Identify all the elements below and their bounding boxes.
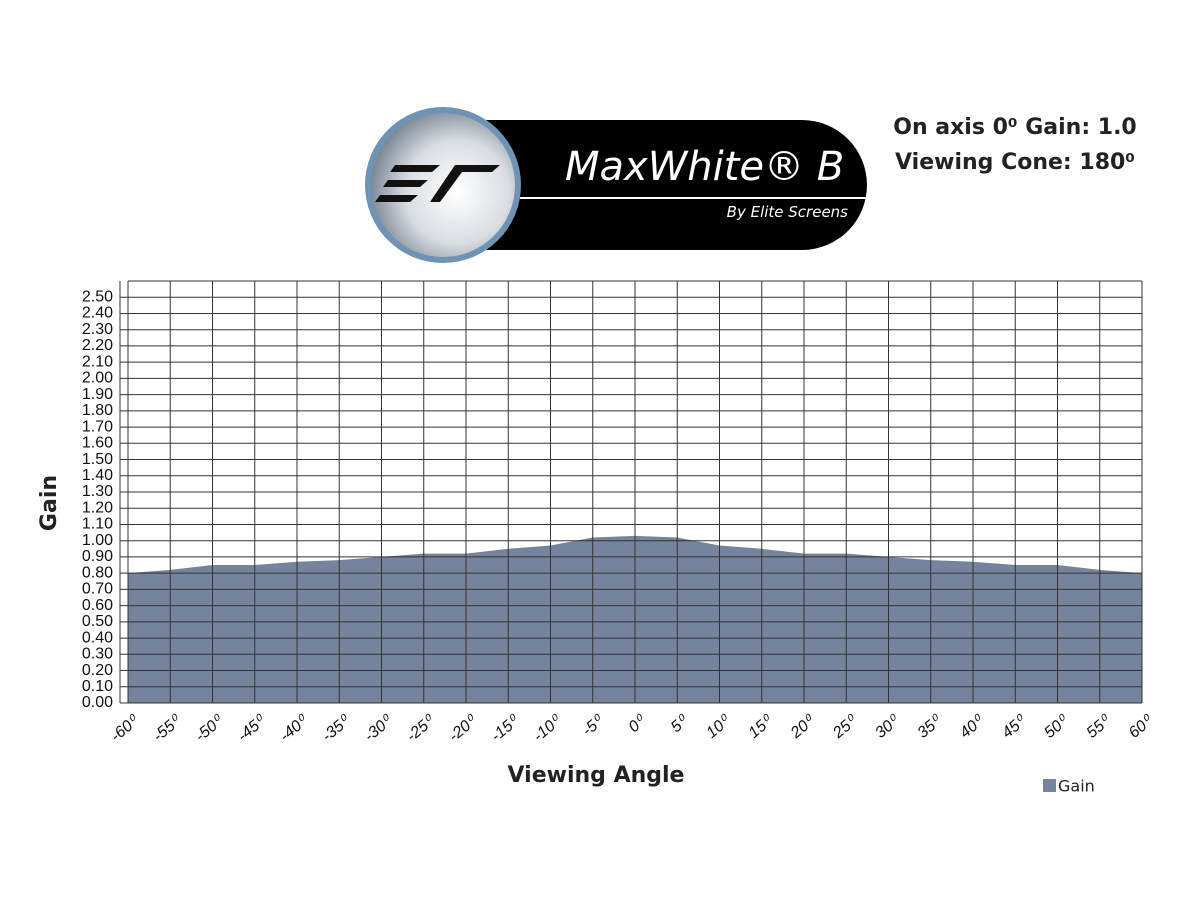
x-tick-label: 35⁰ [915,712,946,742]
y-tick-label: 1.80 [82,402,113,419]
y-tick-label: 0.40 [82,629,113,646]
y-tick-label: 2.50 [82,288,113,305]
x-tick-label: -15⁰ [488,712,524,746]
x-tick-label: 5⁰ [668,712,693,737]
x-tick-label: 60⁰ [1126,712,1157,742]
legend-swatch [1043,779,1056,792]
x-tick-label: 10⁰ [703,712,734,742]
annotation: On axis 0⁰ Gain: 1.0 [893,115,1137,140]
y-tick-label: 1.70 [82,418,113,435]
x-tick-label: -35⁰ [319,712,355,746]
x-tick-label: 55⁰ [1084,712,1115,742]
x-tick-label: -60⁰ [108,712,144,746]
y-tick-label: 1.20 [82,499,113,516]
y-tick-label: 0.80 [82,564,113,581]
x-tick-label: -45⁰ [234,712,270,746]
logo: MaxWhite® B By Elite Screens [365,107,867,263]
x-tick-label: 0⁰ [626,712,651,737]
y-tick-label: 1.30 [82,483,113,500]
y-tick-label: 0.70 [82,581,113,598]
y-tick-label: 1.60 [82,435,113,452]
y-tick-label: 2.10 [82,353,113,370]
x-tick-label: 40⁰ [957,712,988,742]
y-tick-label: 0.60 [82,597,113,614]
x-tick-label: -50⁰ [192,712,228,746]
logo-title: MaxWhite® B [565,144,844,190]
x-tick-label: 45⁰ [999,712,1030,742]
x-tick-label: 25⁰ [829,712,861,743]
x-tick-label: 30⁰ [872,712,903,742]
y-tick-label: 2.20 [82,337,113,354]
x-tick-label: 20⁰ [787,712,819,743]
logo-banner [440,120,867,250]
y-tick-label: 2.40 [82,305,113,322]
y-tick-label: 2.30 [82,321,113,338]
x-tick-label: 50⁰ [1041,712,1072,742]
y-axis-title: Gain [37,475,62,531]
x-tick-label: -40⁰ [277,712,313,746]
y-tick-label: 1.50 [82,451,113,468]
y-tick-label: 1.90 [82,386,113,403]
x-axis-title: Viewing Angle [508,763,685,788]
y-tick-label: 1.40 [82,467,113,484]
y-tick-label: 0.90 [82,548,113,565]
x-tick-label: 15⁰ [746,712,777,742]
y-tick-label: 1.00 [82,532,113,549]
x-tick-label: -30⁰ [361,712,397,746]
annotation: Viewing Cone: 180⁰ [895,150,1135,175]
x-tick-label: -55⁰ [150,712,186,746]
y-tick-label: 0.30 [82,646,113,663]
y-tick-label: 0.00 [82,694,113,711]
logo-subtitle: By Elite Screens [727,203,849,221]
x-tick-label: -25⁰ [403,712,439,746]
legend-label: Gain [1058,777,1095,796]
x-tick-label: -20⁰ [446,712,482,746]
y-tick-label: 2.00 [82,370,113,387]
x-tick-label: -5⁰ [579,712,608,740]
y-tick-label: 0.20 [82,662,113,679]
logo-mark [375,165,500,202]
y-tick-label: 1.10 [82,516,113,533]
y-tick-label: 0.50 [82,613,113,630]
y-tick-label: 0.10 [82,678,113,695]
x-tick-label: -10⁰ [530,712,566,746]
